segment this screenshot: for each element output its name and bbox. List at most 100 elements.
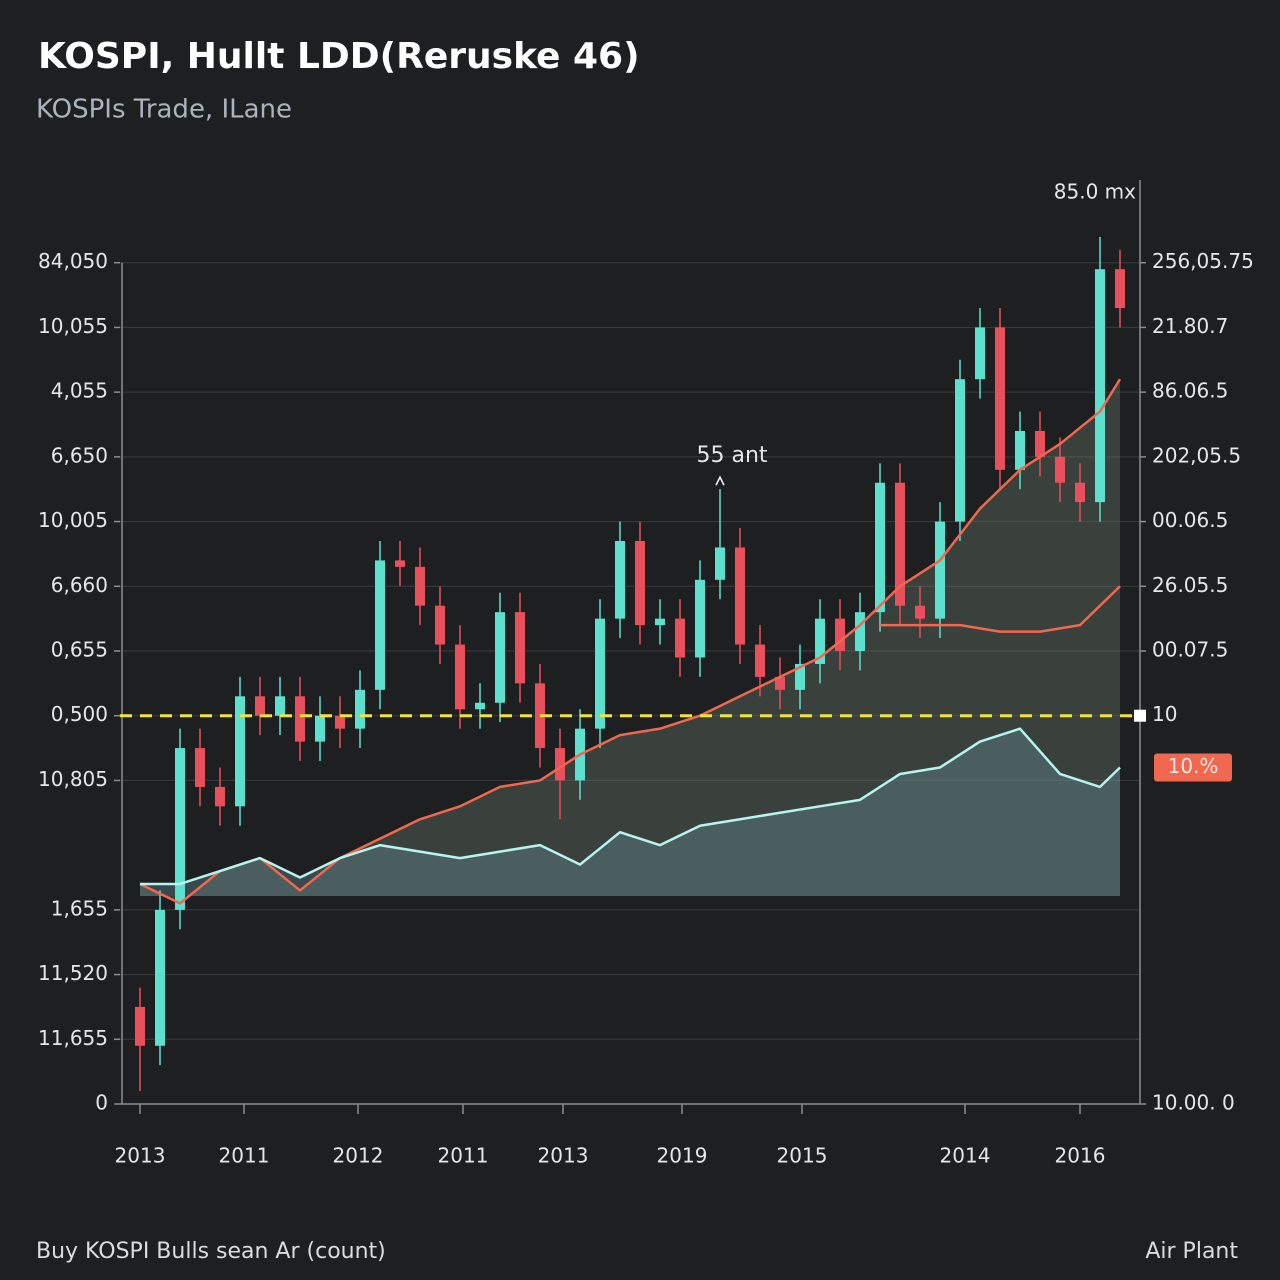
annotation-arrow	[715, 475, 725, 486]
candle-body	[135, 1006, 145, 1046]
line-area	[140, 728, 1120, 896]
footer-left: Buy KOSPI Bulls sean Ar (count)	[36, 1239, 386, 1264]
candle-body	[1015, 430, 1025, 470]
candle-body	[815, 618, 825, 664]
candle-body	[775, 676, 785, 690]
x-tick-label: 2013	[538, 1144, 589, 1168]
y2-title: 85.0 mx	[1054, 180, 1136, 204]
candle-body	[895, 482, 905, 606]
overlay-layer: 10.% 55 ant	[120, 443, 1232, 782]
candle-body	[655, 618, 665, 626]
candle-body	[915, 605, 925, 619]
candle-body	[415, 566, 425, 606]
candle-body	[275, 696, 285, 716]
candle-body	[295, 696, 305, 742]
candle-body	[755, 644, 765, 677]
candle-body	[355, 689, 365, 729]
y-tick-label: 11,520	[38, 961, 108, 985]
y2-tick-label: 86.06.5	[1152, 379, 1228, 403]
y-tick-label: 10,005	[38, 508, 108, 532]
line-layer	[139, 378, 1122, 905]
candle-body	[995, 327, 1005, 470]
y2-tick-label: 00.07.5	[1152, 638, 1228, 662]
y2-tick-label: 10	[1152, 702, 1177, 726]
line-area	[140, 379, 1120, 904]
candle-body	[335, 715, 345, 729]
candle-body	[615, 540, 625, 619]
y-tick-label: 10,055	[38, 314, 108, 338]
grid-layer: 0 11,655 11,520 1,655 10,805 0,500 0,655 6,660 1…	[38, 180, 1254, 1168]
candle-body	[835, 618, 845, 651]
area-layer	[140, 379, 1120, 904]
badge-box	[1154, 753, 1232, 782]
candle-body	[1095, 269, 1105, 503]
candle-body	[1035, 430, 1045, 457]
candle-body	[795, 663, 805, 690]
y-tick-label: 6,650	[51, 443, 108, 467]
candle-body	[1115, 269, 1125, 309]
y-tick-label: 10,805	[38, 767, 108, 791]
y-tick-label: 84,050	[38, 249, 108, 273]
x-tick-label: 2012	[333, 1144, 384, 1168]
y-tick-label: 0,655	[51, 638, 108, 662]
chart-title: KOSPI, Hullt LDD(Reruske 46)	[38, 36, 640, 77]
candle-body	[515, 612, 525, 684]
x-tick-label: 2011	[219, 1144, 270, 1168]
line	[140, 727, 1121, 886]
candle-body	[935, 521, 945, 619]
y-tick-label: 11,655	[38, 1026, 108, 1050]
candle-body	[715, 547, 725, 580]
line	[880, 585, 1121, 633]
candle-body	[955, 379, 965, 522]
candle-body	[855, 612, 865, 651]
candle-body	[555, 748, 565, 781]
candle-body	[975, 327, 985, 380]
candle-body	[235, 696, 245, 807]
reference-marker	[1134, 709, 1146, 722]
line	[139, 378, 1122, 905]
candle-body	[1075, 482, 1085, 503]
y2-tick-label: 21.80.7	[1152, 314, 1228, 338]
y-tick-label: 1,655	[51, 896, 108, 920]
candle-body	[455, 644, 465, 710]
y2-tick-label: 10.00. 0	[1152, 1091, 1235, 1115]
y-tick-label: 0,500	[51, 702, 108, 726]
candle-body	[155, 909, 165, 1046]
y2-tick-label: 256,05.75	[1152, 249, 1254, 273]
x-tick-label: 2015	[777, 1144, 828, 1168]
candle-body	[695, 579, 705, 658]
y2-tick-label: 202,05.5	[1152, 443, 1241, 467]
candle-body	[875, 482, 885, 613]
y2-tick-label: 00.06.5	[1152, 508, 1228, 532]
candle-body	[735, 547, 745, 645]
chart-subtitle: KOSPIs Trade, ILane	[36, 95, 292, 125]
badge-label: 10.%	[1168, 754, 1219, 778]
candle-body	[435, 605, 445, 645]
y-tick-label: 0	[95, 1091, 108, 1115]
candle-body	[255, 696, 265, 716]
x-tick-label: 2016	[1055, 1144, 1106, 1168]
candle-body	[495, 612, 505, 703]
candle-body	[375, 560, 385, 690]
y-tick-label: 6,660	[51, 573, 108, 597]
x-tick-label: 2014	[940, 1144, 991, 1168]
candle-body	[215, 786, 225, 807]
y-tick-label: 4,055	[51, 379, 108, 403]
candle-body	[175, 748, 185, 910]
x-tick-label: 2011	[438, 1144, 489, 1168]
y2-tick-label: 26.05.5	[1152, 573, 1228, 597]
candle-body	[675, 618, 685, 658]
candle-body	[595, 618, 605, 729]
footer-right: Air Plant	[1145, 1239, 1238, 1264]
candle-body	[195, 748, 205, 787]
candle-body	[635, 540, 645, 626]
annotation-text: 55 ant	[696, 443, 767, 468]
candle-layer	[135, 236, 1125, 1092]
candle-body	[315, 715, 325, 742]
x-tick-label: 2013	[115, 1144, 166, 1168]
candle-body	[395, 560, 405, 567]
candle-body	[475, 702, 485, 710]
x-tick-label: 2019	[657, 1144, 708, 1168]
candle-body	[1055, 456, 1065, 483]
